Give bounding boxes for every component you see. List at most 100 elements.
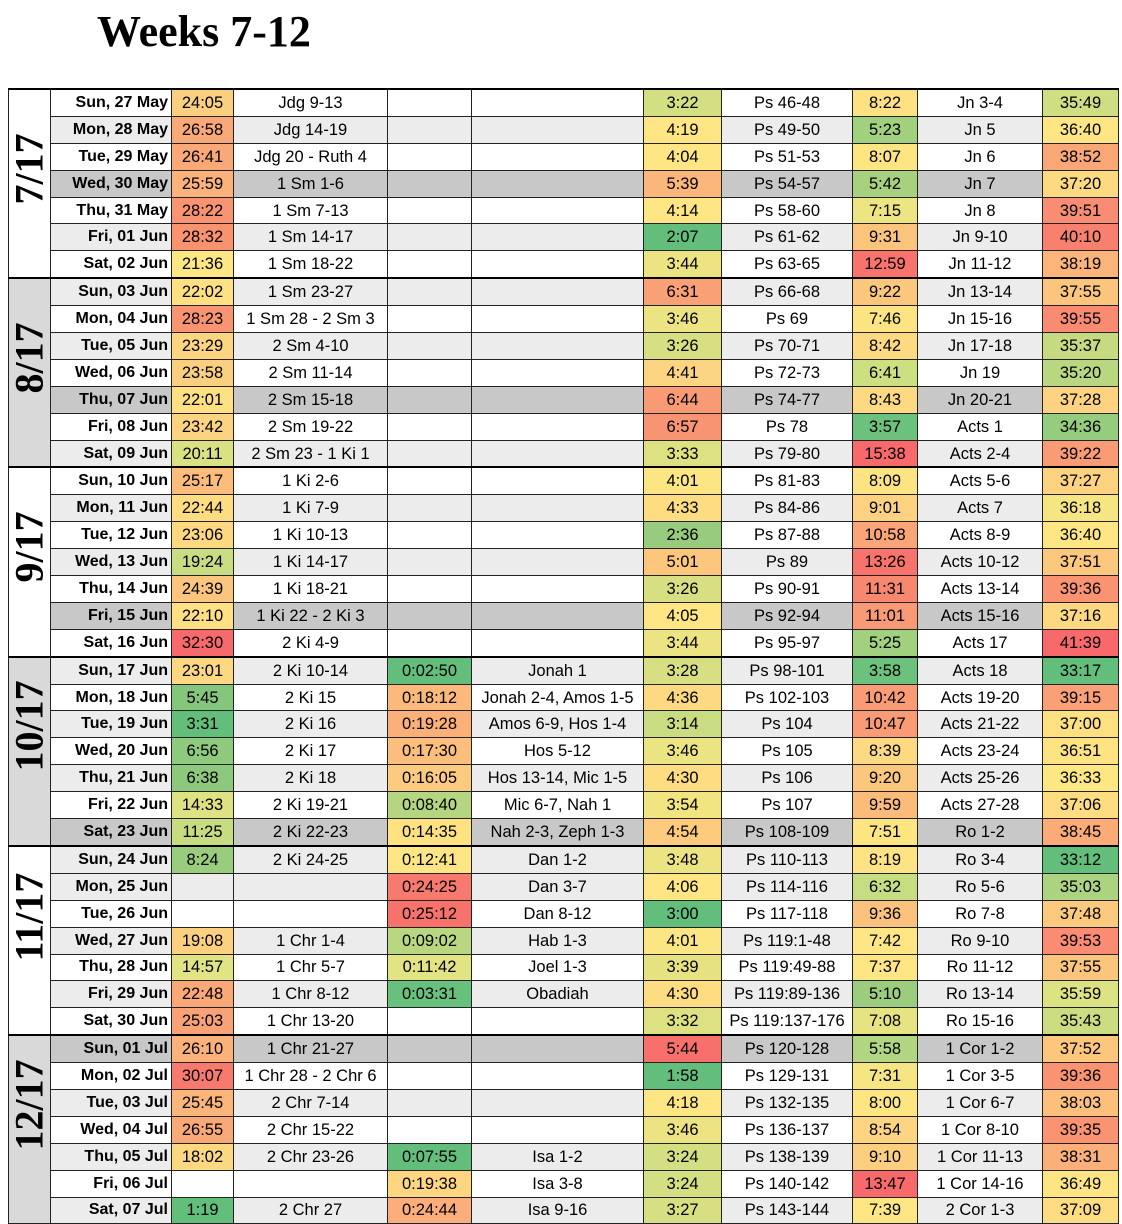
total-time-cell: 35:49 [1042,87,1119,117]
time-b-cell [387,1007,472,1036]
time-a-cell: 22:01 [171,385,234,414]
reading-b-cell: Obadiah [471,980,644,1009]
reading-c-cell: Ps 95-97 [721,628,853,658]
reading-d-cell: Ro 1-2 [917,818,1043,847]
time-c-cell: 4:01 [643,926,722,955]
reading-d-cell: 1 Cor 8-10 [917,1115,1043,1144]
week-label: 11/17 [8,872,51,962]
table-row: Wed, 13 Jun 19:24 1 Ki 14-17 5:01 Ps 89 13:26… [9,548,1119,577]
table-row: Fri, 15 Jun 22:10 1 Ki 22 - 2 Ki 3 4:05 Ps 9… [9,601,1119,630]
reading-b-cell [471,332,644,360]
reading-a-cell: 2 Ki 19-21 [233,791,388,820]
reading-a-cell: 1 Ki 22 - 2 Ki 3 [233,601,388,630]
reading-d-cell: Jn 17-18 [917,332,1043,360]
time-c-cell: 4:04 [643,142,722,171]
time-d-cell: 8:07 [852,142,918,171]
total-time-cell: 39:36 [1042,1062,1119,1090]
time-d-cell: 7:46 [852,305,918,334]
total-time-cell: 37:55 [1042,953,1119,982]
reading-a-cell: 2 Ki 16 [233,710,388,739]
reading-d-cell: Acts 5-6 [917,466,1043,496]
reading-b-cell: Jonah 1 [471,655,644,685]
total-time-cell: 37:20 [1042,169,1119,198]
reading-d-cell: Jn 5 [917,115,1043,144]
date-cell: Sun, 03 Jun [50,277,172,307]
time-d-cell: 9:20 [852,764,918,793]
time-c-cell: 2:36 [643,521,722,550]
time-c-cell: 3:46 [643,1115,722,1144]
reading-d-cell: Acts 25-26 [917,764,1043,793]
date-cell: Thu, 28 Jun [50,953,172,982]
week-label-cell: 10/17 [8,655,51,847]
table-row: Thu, 05 Jul 18:02 2 Chr 23-26 0:07:55 Isa 1-… [9,1142,1119,1171]
reading-d-cell: Acts 21-22 [917,710,1043,739]
reading-c-cell: Ps 61-62 [721,223,853,252]
time-b-cell: 0:02:50 [387,655,472,685]
time-c-cell: 4:36 [643,683,722,712]
reading-c-cell: Ps 110-113 [721,844,853,874]
date-cell: Wed, 30 May [50,169,172,198]
date-cell: Mon, 28 May [50,115,172,144]
reading-c-cell: Ps 140-142 [721,1169,853,1198]
date-cell: Tue, 05 Jun [50,332,172,360]
reading-a-cell [233,872,388,901]
total-time-cell: 38:03 [1042,1088,1119,1117]
reading-d-cell: Ro 3-4 [917,844,1043,874]
reading-d-cell: Ro 9-10 [917,926,1043,955]
table-row: Mon, 28 May 26:58 Jdg 14-19 4:19 Ps 49-50 5:2… [9,115,1119,144]
time-a-cell: 25:45 [171,1088,234,1117]
time-a-cell: 21:36 [171,250,234,279]
table-row: Mon, 11 Jun 22:44 1 Ki 7-9 4:33 Ps 84-86 9:01… [9,494,1119,523]
total-time-cell: 33:12 [1042,844,1119,874]
time-b-cell: 0:07:55 [387,1142,472,1171]
reading-b-cell [471,412,644,441]
total-time-cell: 39:51 [1042,196,1119,225]
total-time-cell: 37:06 [1042,791,1119,820]
table-row: Sat, 02 Jun 21:36 1 Sm 18-22 3:44 Ps 63-65 12… [9,250,1119,279]
date-cell: Fri, 22 Jun [50,791,172,820]
time-c-cell: 5:01 [643,548,722,577]
time-a-cell: 14:33 [171,791,234,820]
time-a-cell: 24:39 [171,575,234,603]
table-body: 7/17 Sun, 27 May 24:05 Jdg 9-13 3:22 Ps 46-48… [8,87,1119,1224]
reading-d-cell: Ro 5-6 [917,872,1043,901]
reading-c-cell: Ps 136-137 [721,1115,853,1144]
reading-c-cell: Ps 138-139 [721,1142,853,1171]
reading-c-cell: Ps 70-71 [721,332,853,360]
time-d-cell: 9:31 [852,223,918,252]
time-c-cell: 2:07 [643,223,722,252]
reading-a-cell: 2 Ki 24-25 [233,844,388,874]
time-c-cell: 4:06 [643,872,722,901]
date-cell: Thu, 21 Jun [50,764,172,793]
total-time-cell: 36:51 [1042,737,1119,766]
time-b-cell: 0:14:35 [387,818,472,847]
time-d-cell: 15:38 [852,439,918,468]
reading-b-cell [471,277,644,307]
time-a-cell: 25:17 [171,466,234,496]
time-a-cell [171,899,234,928]
date-cell: Thu, 07 Jun [50,385,172,414]
time-d-cell: 8:22 [852,87,918,117]
time-c-cell: 3:00 [643,899,722,928]
reading-a-cell: 2 Ki 17 [233,737,388,766]
reading-d-cell: Jn 7 [917,169,1043,198]
time-a-cell: 19:08 [171,926,234,955]
time-c-cell: 4:30 [643,980,722,1009]
time-b-cell [387,223,472,252]
date-cell: Thu, 14 Jun [50,575,172,603]
time-d-cell: 5:23 [852,115,918,144]
week-label-cell: 8/17 [8,277,51,468]
time-a-cell: 24:05 [171,87,234,117]
date-cell: Sat, 23 Jun [50,818,172,847]
reading-c-cell: Ps 119:89-136 [721,980,853,1009]
date-cell: Sat, 09 Jun [50,439,172,468]
time-d-cell: 10:42 [852,683,918,712]
total-time-cell: 33:17 [1042,655,1119,685]
time-d-cell: 8:00 [852,1088,918,1117]
date-cell: Wed, 27 Jun [50,926,172,955]
table-row: Mon, 02 Jul 30:07 1 Chr 28 - 2 Chr 6 1:58 Ps… [9,1062,1119,1090]
table-row: Fri, 08 Jun 23:42 2 Sm 19-22 6:57 Ps 78 3:57 A… [9,412,1119,441]
table-row: Mon, 25 Jun 0:24:25 Dan 3-7 4:06 Ps 114-116 6… [9,872,1119,901]
time-d-cell: 8:39 [852,737,918,766]
time-c-cell: 4:14 [643,196,722,225]
